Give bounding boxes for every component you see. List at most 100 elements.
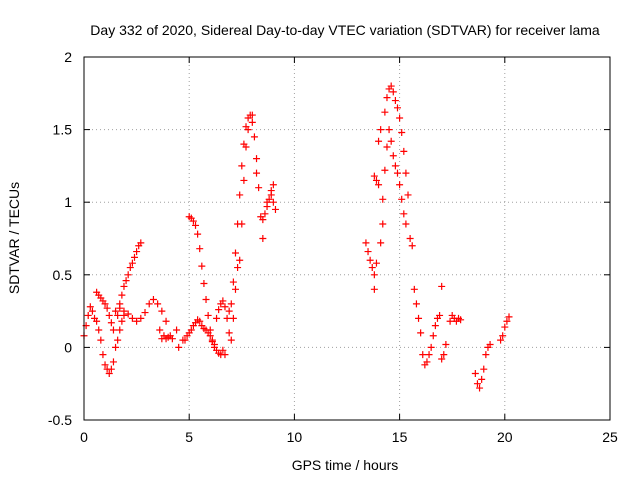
data-point [225, 307, 233, 315]
data-point [128, 259, 136, 267]
data-point [107, 319, 115, 327]
x-tick-label: 20 [497, 429, 513, 445]
data-point [236, 191, 244, 199]
data-point [429, 332, 437, 340]
data-point [112, 343, 120, 351]
data-point [213, 314, 221, 322]
data-point [398, 129, 406, 137]
data-point [238, 220, 246, 228]
data-point [126, 264, 134, 272]
data-point [93, 317, 101, 325]
data-point [446, 317, 454, 325]
data-point [221, 303, 229, 311]
data-point [419, 351, 427, 359]
data-point [156, 326, 164, 334]
data-point [370, 271, 378, 279]
chart-title: Day 332 of 2020, Sidereal Day-to-day VTE… [90, 22, 600, 38]
data-point [137, 314, 145, 322]
data-point [391, 97, 399, 105]
axis-ticks: 0 5 10 15 20 25 -0.5 0 0.5 1 1.5 2 [48, 49, 618, 445]
data-point [109, 358, 117, 366]
data-point [95, 326, 103, 334]
data-point [389, 152, 397, 160]
data-point [84, 311, 92, 319]
data-point [202, 295, 210, 303]
data-point [377, 126, 385, 134]
data-point [370, 285, 378, 293]
data-point [402, 169, 410, 177]
x-tick-label: 15 [392, 429, 408, 445]
data-point [128, 314, 136, 322]
x-tick-label: 0 [80, 429, 88, 445]
x-tick-label: 25 [602, 429, 618, 445]
data-point [423, 358, 431, 366]
data-point [223, 314, 231, 322]
data-point [120, 307, 128, 315]
data-point [383, 143, 391, 151]
data-point [238, 162, 246, 170]
data-point [192, 221, 200, 229]
data-point [408, 242, 416, 250]
data-point [478, 375, 486, 383]
data-point [393, 104, 401, 112]
data-point [88, 307, 96, 315]
data-point [415, 314, 423, 322]
data-point [497, 336, 505, 344]
data-point [482, 351, 490, 359]
data-point [480, 365, 488, 373]
data-point [370, 172, 378, 180]
data-point [372, 176, 380, 184]
data-point [393, 169, 401, 177]
data-point [471, 370, 479, 378]
data-point [366, 256, 374, 264]
data-point [404, 191, 412, 199]
data-point [362, 239, 370, 247]
data-point [381, 166, 389, 174]
data-point [267, 191, 275, 199]
data-point [427, 343, 435, 351]
data-point [141, 309, 149, 317]
data-point [137, 239, 145, 247]
plot-frame [83, 56, 611, 421]
data-point [154, 300, 162, 308]
data-point [208, 338, 216, 346]
data-point [261, 210, 269, 218]
data-point [248, 118, 256, 126]
data-point [438, 282, 446, 290]
data-point [387, 137, 395, 145]
data-point [105, 311, 113, 319]
data-point [175, 343, 183, 351]
data-point [99, 351, 107, 359]
data-point [375, 137, 383, 145]
data-point [396, 114, 404, 122]
data-point [244, 126, 252, 134]
data-point [406, 235, 414, 242]
data-point [198, 262, 206, 270]
data-point [97, 336, 105, 344]
data-point [425, 351, 433, 359]
data-point [473, 380, 481, 388]
data-point [499, 332, 507, 340]
data-point [103, 304, 111, 312]
data-point [187, 326, 195, 334]
data-point [240, 176, 248, 184]
y-tick-label: 0.5 [53, 267, 73, 283]
data-point [379, 195, 387, 203]
data-point [219, 346, 227, 354]
data-point [112, 307, 120, 315]
data-point [120, 282, 128, 290]
data-point [200, 280, 208, 288]
data-point [124, 271, 132, 279]
data-point [263, 198, 271, 206]
data-point [231, 285, 239, 293]
data-point [114, 336, 122, 344]
data-point [133, 317, 141, 325]
data-point [242, 143, 250, 151]
data-point [417, 329, 425, 337]
data-point [412, 300, 420, 308]
data-point [130, 253, 138, 261]
data-point [383, 94, 391, 102]
data-point [122, 277, 130, 285]
data-point [219, 297, 227, 305]
data-point [438, 355, 446, 363]
